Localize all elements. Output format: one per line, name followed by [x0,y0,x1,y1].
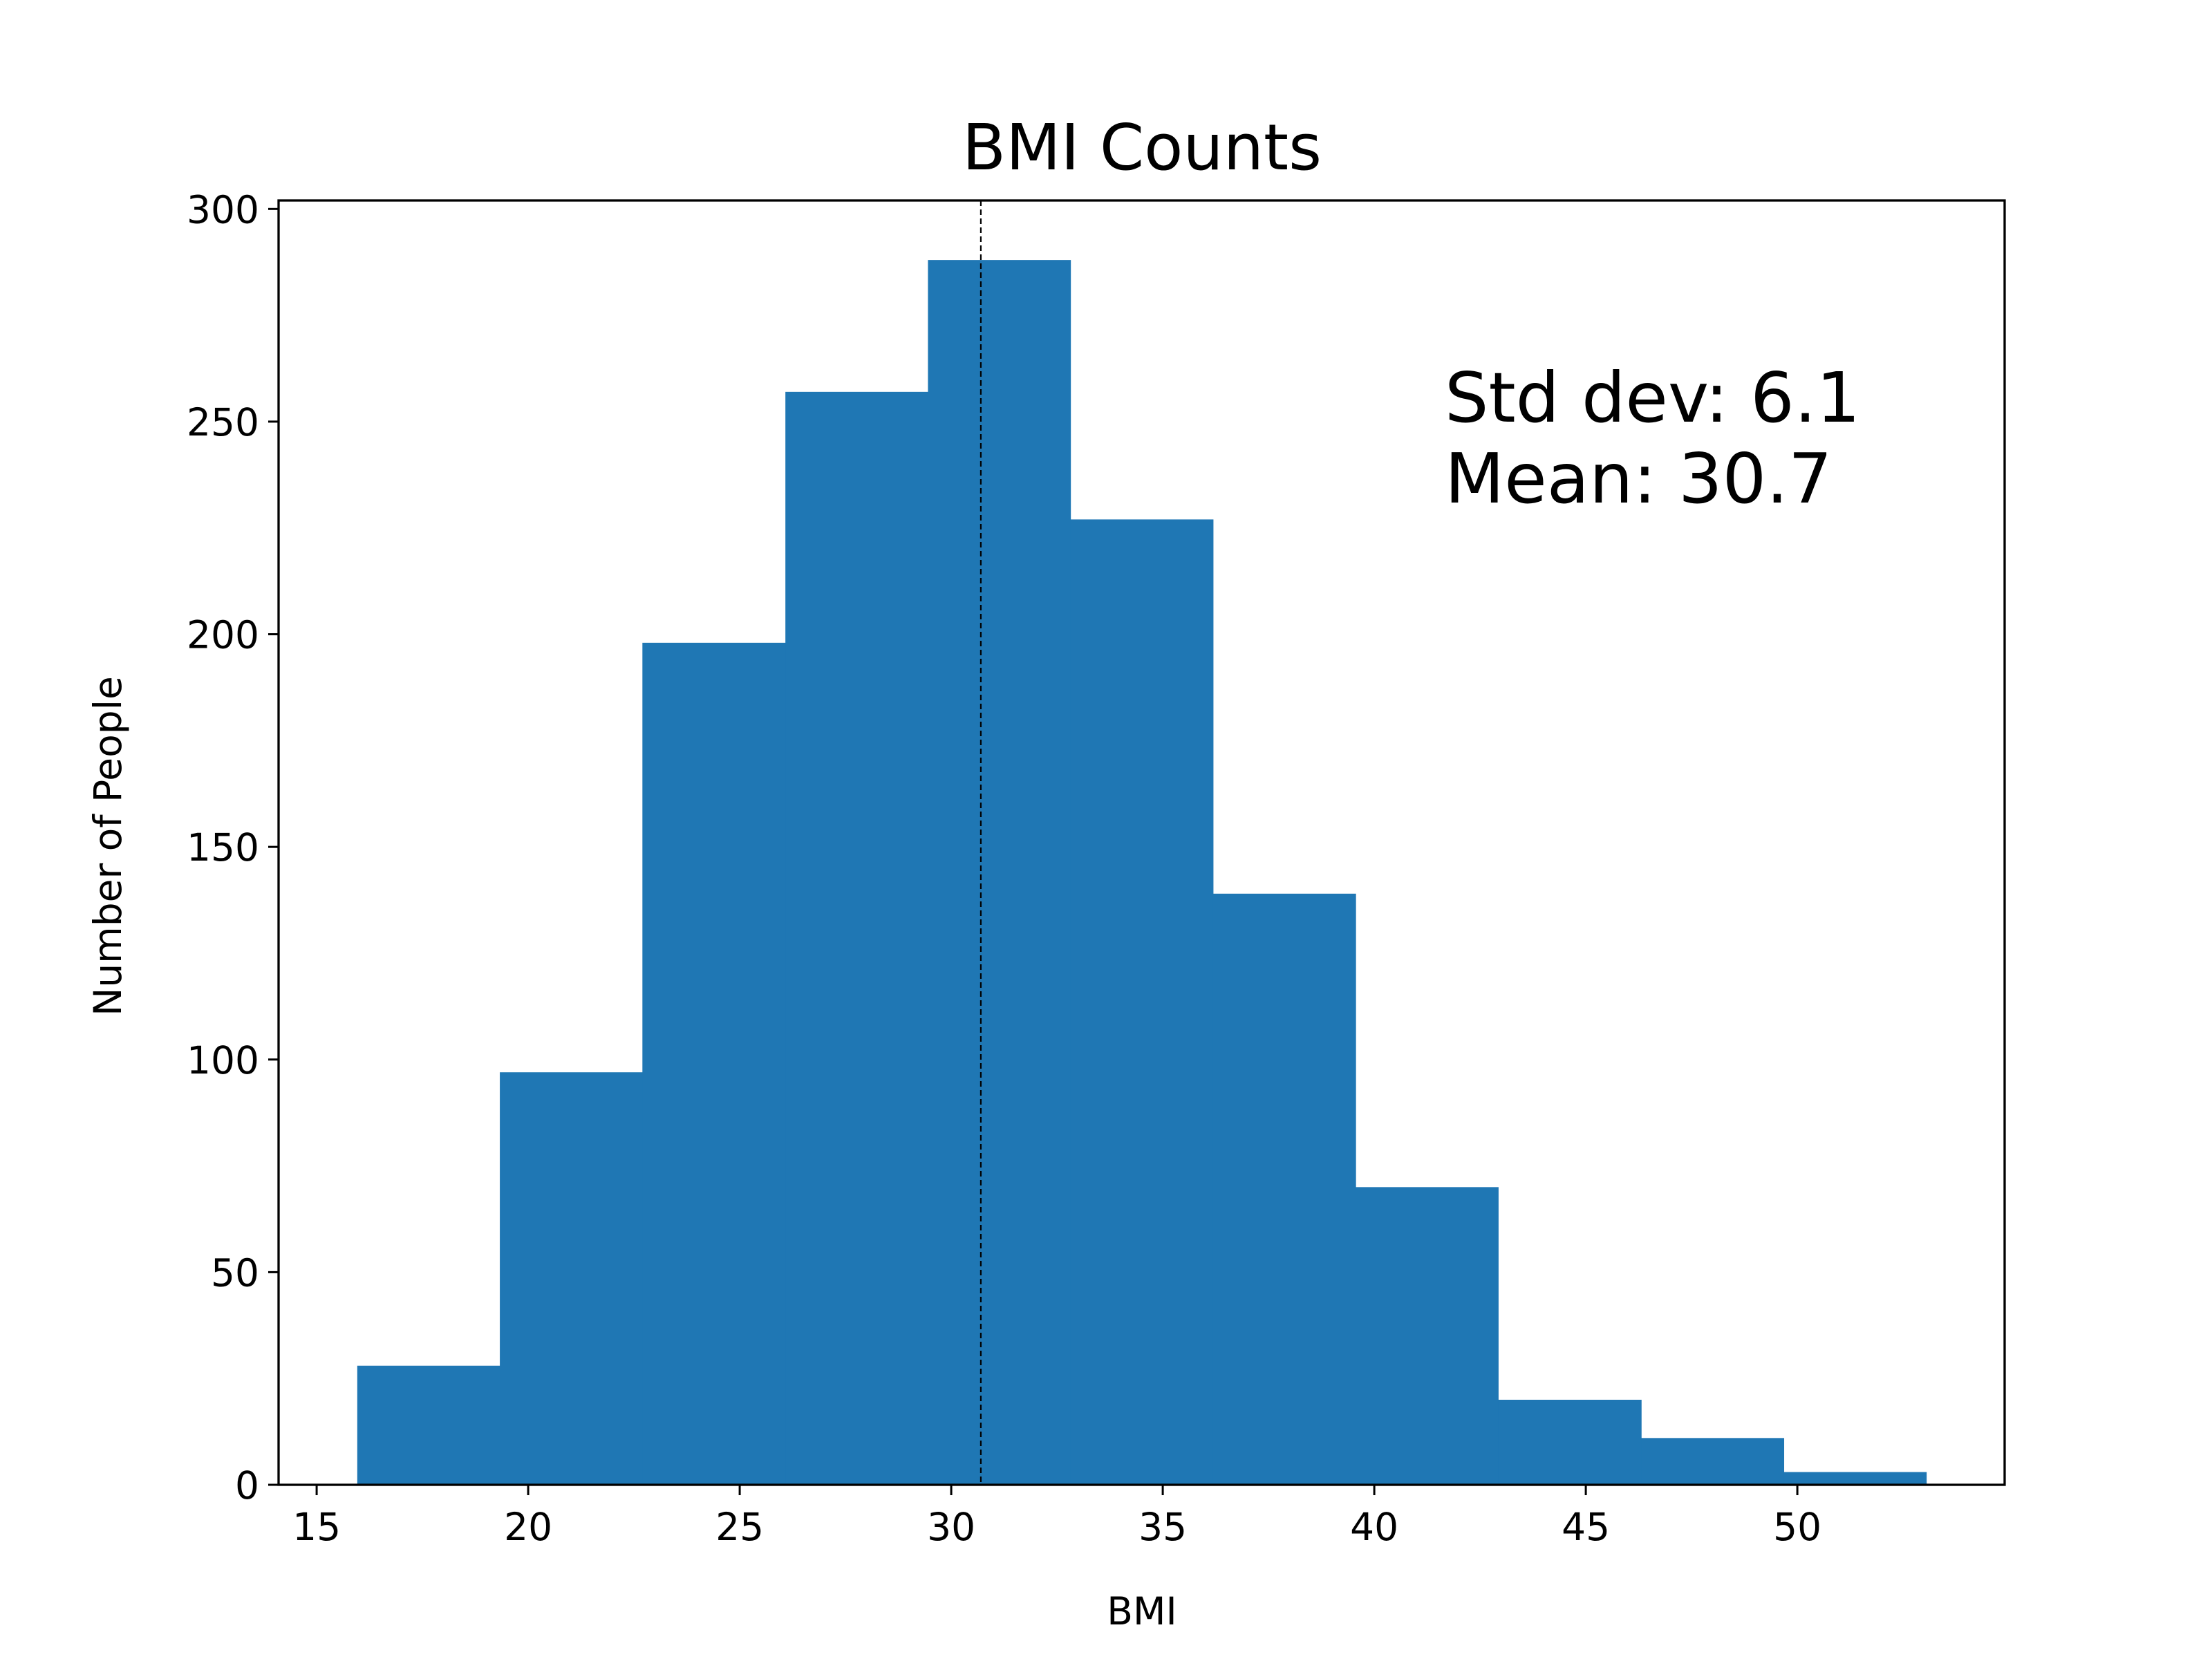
histogram-bar-0 [357,1365,500,1485]
x-tick-label: 30 [927,1505,975,1549]
x-tick-label: 25 [715,1505,764,1549]
histogram-bar-8 [1498,1399,1642,1485]
x-tick-label: 50 [1773,1505,1821,1549]
y-tick-label: 300 [187,187,259,232]
histogram-bar-4 [928,260,1071,1485]
chart-title: BMI Counts [962,111,1322,185]
histogram-bar-2 [642,642,786,1485]
x-axis-ticks: 15 20 25 30 35 40 45 50 [292,1485,1821,1549]
x-tick-label: 15 [292,1505,341,1549]
y-axis-ticks: 0 50 100 150 200 250 300 [187,187,279,1508]
histogram-bar-3 [785,391,928,1485]
histogram-bar-5 [1070,519,1214,1485]
plot-frame [277,199,2006,1486]
y-tick-label: 100 [187,1038,259,1082]
y-tick-label: 200 [187,613,259,657]
x-axis-label: BMI [1107,1589,1177,1633]
y-tick-label: 250 [187,400,259,444]
histogram-bar-1 [500,1072,643,1485]
x-tick-label: 35 [1138,1505,1187,1549]
mean-annotation: Mean: 30.7 [1445,438,1833,519]
x-tick-label: 45 [1562,1505,1610,1549]
x-tick-label: 40 [1350,1505,1398,1549]
y-axis-label: Number of People [86,676,130,1016]
std-dev-annotation: Std dev: 6.1 [1445,357,1860,438]
histogram-bar-6 [1212,893,1356,1485]
x-tick-label: 20 [504,1505,552,1549]
y-tick-label: 150 [187,825,259,870]
bars-group [357,260,1927,1485]
histogram-bar-7 [1356,1187,1499,1485]
y-tick-label: 50 [211,1250,259,1295]
histogram-bar-10 [1783,1472,1927,1485]
histogram-bar-9 [1641,1438,1785,1485]
y-tick-label: 0 [235,1463,259,1508]
